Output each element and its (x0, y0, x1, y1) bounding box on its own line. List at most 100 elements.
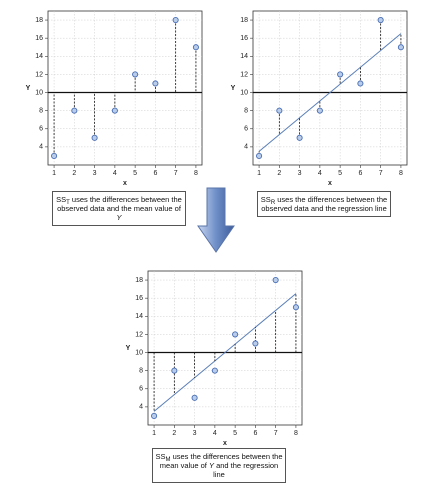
x-tick-label: 3 (93, 170, 97, 177)
caption-text: SS (56, 195, 67, 204)
x-tick-label: 3 (298, 170, 302, 177)
y-tick-label: 8 (39, 107, 43, 114)
y-tick-label: 4 (139, 404, 143, 411)
caption-text: uses the differences between the mean va… (159, 452, 283, 470)
caption-variable: Y (208, 461, 214, 470)
data-point (252, 340, 259, 347)
x-tick-label: 1 (257, 170, 261, 177)
plot-area (147, 270, 303, 426)
y-tick-label: 6 (244, 126, 248, 133)
y-tick-label: 12 (35, 71, 43, 78)
data-point (51, 152, 58, 159)
data-point (256, 152, 263, 159)
data-point (296, 134, 303, 141)
plot-area (47, 10, 203, 166)
x-tick-label: 7 (379, 170, 383, 177)
x-tick-label: 1 (152, 430, 156, 437)
caption-text: SS (260, 195, 271, 204)
x-tick-label: 3 (193, 430, 197, 437)
y-tick-label: 4 (39, 144, 43, 151)
y-tick-label: 12 (135, 331, 143, 338)
regression-line (258, 33, 402, 152)
x-tick-label: 5 (233, 430, 237, 437)
data-point (191, 394, 198, 401)
data-point (171, 367, 178, 374)
y-tick-label: 16 (35, 35, 43, 42)
y-tick-label: 10 (35, 89, 43, 96)
data-point (91, 134, 98, 141)
x-tick-label: 7 (174, 170, 178, 177)
y-tick-label: 8 (139, 367, 143, 374)
x-tick-label: 5 (133, 170, 137, 177)
y-tick-label: 18 (240, 17, 248, 24)
x-tick-label: 7 (274, 430, 278, 437)
data-point (232, 331, 239, 338)
data-point (71, 107, 78, 114)
y-tick-label: 6 (39, 126, 43, 133)
data-point (377, 17, 384, 24)
y-tick-label: 10 (135, 349, 143, 356)
x-tick-label: 4 (318, 170, 322, 177)
data-point (337, 71, 344, 78)
y-tick-label: 6 (139, 386, 143, 393)
x-axis-label: x (123, 180, 127, 187)
data-point (111, 107, 118, 114)
plot-area (252, 10, 408, 166)
caption-variable: Y (116, 213, 122, 222)
caption: SST uses the differences between the obs… (52, 191, 186, 226)
data-point (316, 107, 323, 114)
y-axis-label: Y (26, 85, 31, 92)
x-axis-label: x (223, 440, 227, 447)
y-tick-label: 14 (240, 53, 248, 60)
arrow-shape (197, 187, 235, 253)
y-tick-label: 16 (135, 295, 143, 302)
y-tick-label: 12 (240, 71, 248, 78)
caption-text: and the regression line (213, 461, 279, 479)
data-point (151, 412, 158, 419)
y-tick-label: 4 (244, 144, 248, 151)
caption-text: SS (155, 452, 166, 461)
data-point (192, 44, 199, 51)
x-tick-label: 8 (294, 430, 298, 437)
regression-line (153, 293, 297, 412)
data-point (152, 80, 159, 87)
y-tick-label: 18 (135, 277, 143, 284)
caption-subscript: T (66, 200, 70, 206)
x-axis-label: x (328, 180, 332, 187)
data-point (132, 71, 139, 78)
x-tick-label: 2 (172, 430, 176, 437)
x-tick-label: 1 (52, 170, 56, 177)
data-point (211, 367, 218, 374)
x-tick-label: 4 (213, 430, 217, 437)
x-tick-label: 2 (72, 170, 76, 177)
y-tick-label: 16 (240, 35, 248, 42)
y-tick-label: 8 (244, 107, 248, 114)
data-point (272, 277, 279, 284)
y-tick-label: 14 (35, 53, 43, 60)
caption: SSR uses the differences between the obs… (257, 191, 391, 217)
down-arrow (197, 187, 235, 253)
caption-text: uses the differences between the observe… (57, 195, 182, 213)
data-point (172, 17, 179, 24)
data-point (276, 107, 283, 114)
x-tick-label: 6 (358, 170, 362, 177)
x-tick-label: 2 (277, 170, 281, 177)
x-tick-label: 4 (113, 170, 117, 177)
x-tick-label: 6 (253, 430, 257, 437)
caption: SSM uses the differences between the mea… (152, 448, 286, 483)
x-tick-label: 8 (399, 170, 403, 177)
y-axis-label: Y (126, 345, 131, 352)
y-tick-label: 10 (240, 89, 248, 96)
caption-text: uses the differences between the observe… (261, 195, 388, 213)
data-point (292, 304, 299, 311)
data-point (397, 44, 404, 51)
caption-subscript: M (165, 457, 171, 463)
data-point (357, 80, 364, 87)
x-tick-label: 5 (338, 170, 342, 177)
x-tick-label: 8 (194, 170, 198, 177)
y-tick-label: 18 (35, 17, 43, 24)
